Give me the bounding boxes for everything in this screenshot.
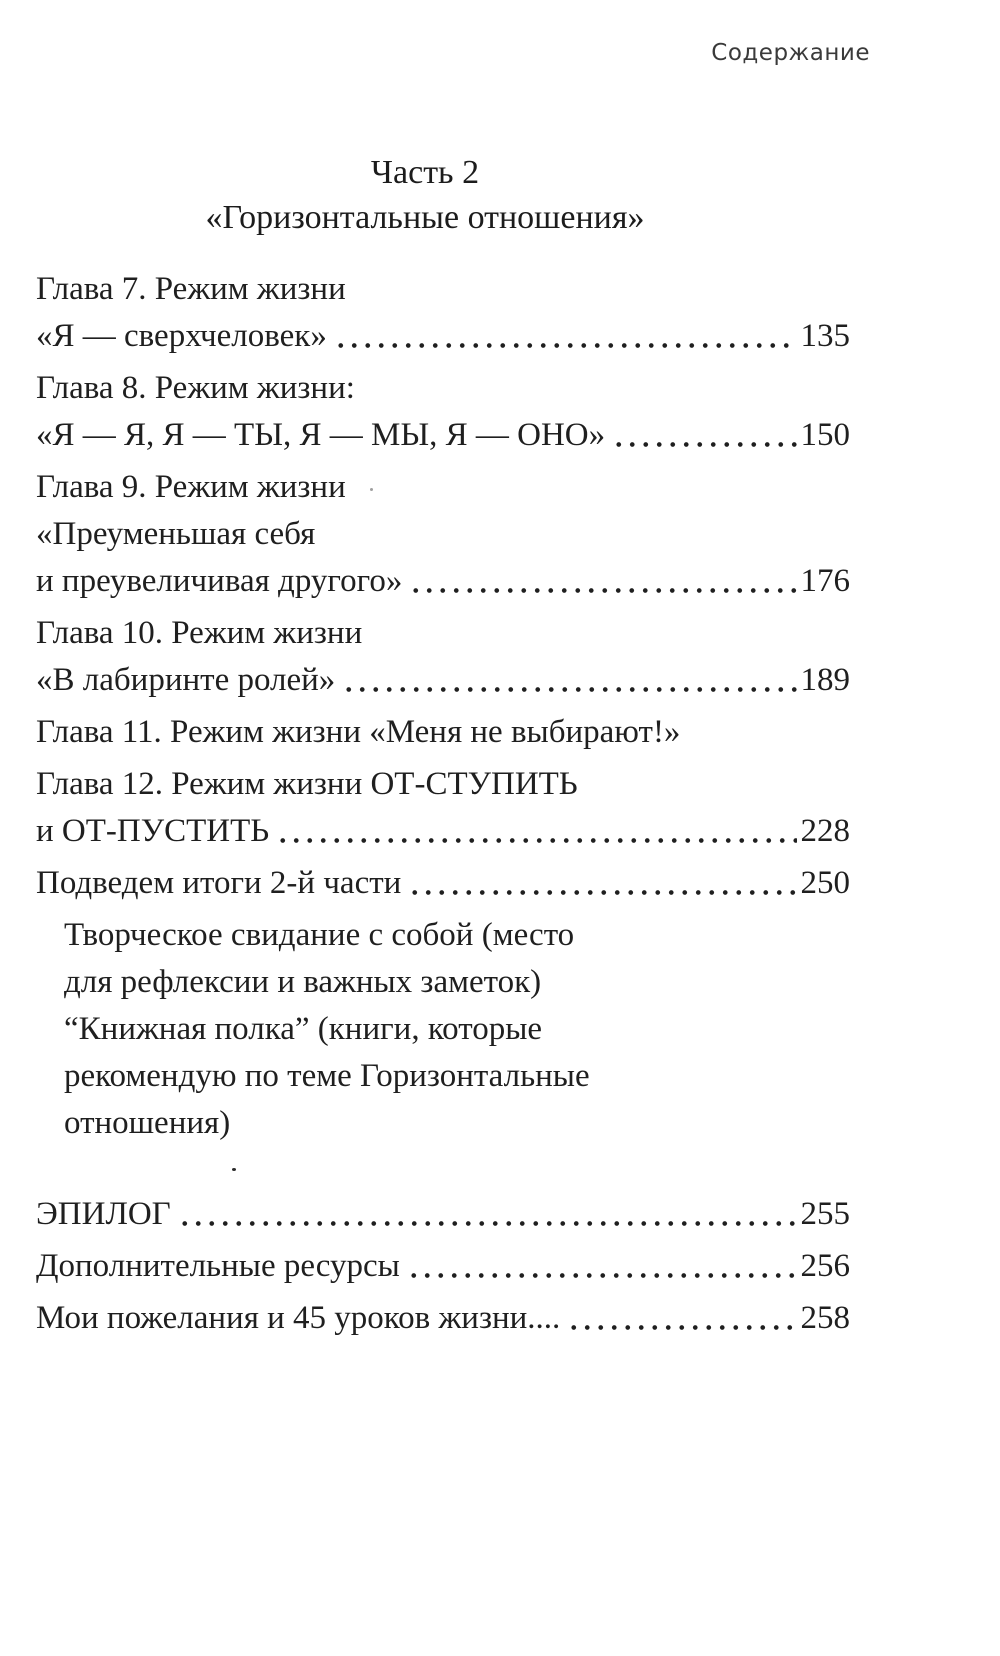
toc-page-number: 176 (800, 563, 851, 599)
toc-line: для рефлексии и важных заметок) (36, 959, 850, 1006)
toc-line-text: и ОТ-ПУСТИТЬ (36, 813, 270, 849)
part-subtitle: «Горизонтальные отношения» (205, 199, 645, 236)
toc-line-text: Глава 10. Режим жизни (36, 615, 363, 651)
toc-line-text: рекомендую по теме Горизонтальные (64, 1058, 590, 1094)
part-title-block: Часть 2 «Горизонтальные отношения» (18, 150, 832, 240)
toc-line: Глава 10. Режим жизни (36, 610, 850, 657)
toc-line-text: Глава 12. Режим жизни ОТ-СТУПИТЬ (36, 766, 578, 802)
toc-line-text: «Я — сверхчеловек» (36, 318, 327, 354)
toc-line: Глава 12. Режим жизни ОТ-СТУПИТЬ (36, 761, 850, 808)
toc-page-number: 135 (800, 318, 851, 354)
part-title: Часть 2 (370, 154, 480, 191)
toc-line: Глава 8. Режим жизни: (36, 365, 850, 412)
toc-line: “Книжная полка” (книги, которые (36, 1006, 850, 1053)
toc-page-number: 258 (800, 1300, 851, 1336)
toc-line: рекомендую по теме Горизонтальные (36, 1053, 850, 1100)
toc-line: «Я — сверхчеловек» 135 (36, 313, 850, 360)
toc-page-number: 250 (800, 865, 851, 901)
toc-line: Дополнительные ресурсы 256 (36, 1243, 850, 1290)
toc-line: ЭПИЛОГ 255 (36, 1191, 850, 1238)
toc-line-text: «В лабиринте ролей» (36, 662, 336, 698)
dot-leader (612, 442, 797, 447)
dot-leader (342, 687, 797, 692)
toc-line: Глава 11. Режим жизни «Меня не выбирают!… (36, 709, 850, 756)
toc-line: Мои пожелания и 45 уроков жизни.... 258 (36, 1295, 850, 1342)
scan-artifact-dot (232, 1168, 236, 1171)
toc-line-text: Глава 7. Режим жизни (36, 271, 346, 307)
toc-page-number: 189 (800, 662, 851, 698)
toc-line: Глава 9. Режим жизни (36, 464, 850, 511)
toc-content: Часть 2 «Горизонтальные отношения» Глава… (36, 150, 850, 1342)
toc-line-text: Подведем итоги 2-й части (36, 865, 402, 901)
toc-line-text: для рефлексии и важных заметок) (64, 964, 542, 1000)
toc-line: «Преуменьшая себя (36, 511, 850, 558)
toc-page-number: 255 (800, 1196, 851, 1232)
dot-leader (406, 1273, 797, 1278)
toc-page-number: 256 (800, 1248, 851, 1284)
toc-line-text: отношения) (64, 1105, 231, 1141)
toc-page-number: 150 (800, 417, 851, 453)
toc-line-text: Творческое свидание с собой (место (64, 917, 575, 953)
toc-line: Глава 7. Режим жизни (36, 266, 850, 313)
toc-line: «В лабиринте ролей» 189 (36, 657, 850, 704)
toc-line-text: «Преуменьшая себя (36, 516, 316, 552)
toc-line: «Я — Я, Я — ТЫ, Я — МЫ, Я — ОНО» 150 (36, 412, 850, 459)
dot-leader (567, 1325, 797, 1330)
toc-line-text: Мои пожелания и 45 уроков жизни.... (36, 1300, 561, 1336)
scan-artifact-dot (370, 488, 373, 491)
toc-line: отношения) (36, 1100, 850, 1147)
dot-leader (408, 890, 797, 895)
dot-leader (276, 838, 797, 843)
running-header: Содержание (711, 40, 870, 66)
toc-line-text: “Книжная полка” (книги, которые (64, 1011, 543, 1047)
toc-line: и ОТ-ПУСТИТЬ 228 (36, 808, 850, 855)
toc-line: Подведем итоги 2-й части 250 (36, 860, 850, 907)
toc-line-text: Глава 9. Режим жизни (36, 469, 346, 505)
dot-leader (177, 1221, 797, 1226)
toc-line-text: и преувеличивая другого» (36, 563, 403, 599)
dot-leader (409, 588, 797, 593)
toc-line-text: Глава 11. Режим жизни «Меня не выбирают!… (36, 714, 681, 750)
toc-page-number: 228 (800, 813, 851, 849)
toc-line-text: ЭПИЛОГ (36, 1196, 171, 1232)
dot-leader (333, 343, 797, 348)
toc-line-text: «Я — Я, Я — ТЫ, Я — МЫ, Я — ОНО» (36, 417, 606, 453)
toc-line: Творческое свидание с собой (место (36, 912, 850, 959)
toc-line-text: Дополнительные ресурсы (36, 1248, 400, 1284)
toc-line-text: Глава 8. Режим жизни: (36, 370, 355, 406)
toc-list: Глава 7. Режим жизни «Я — сверхчеловек» 13… (36, 266, 850, 1342)
toc-line: и преувеличивая другого» 176 (36, 558, 850, 605)
